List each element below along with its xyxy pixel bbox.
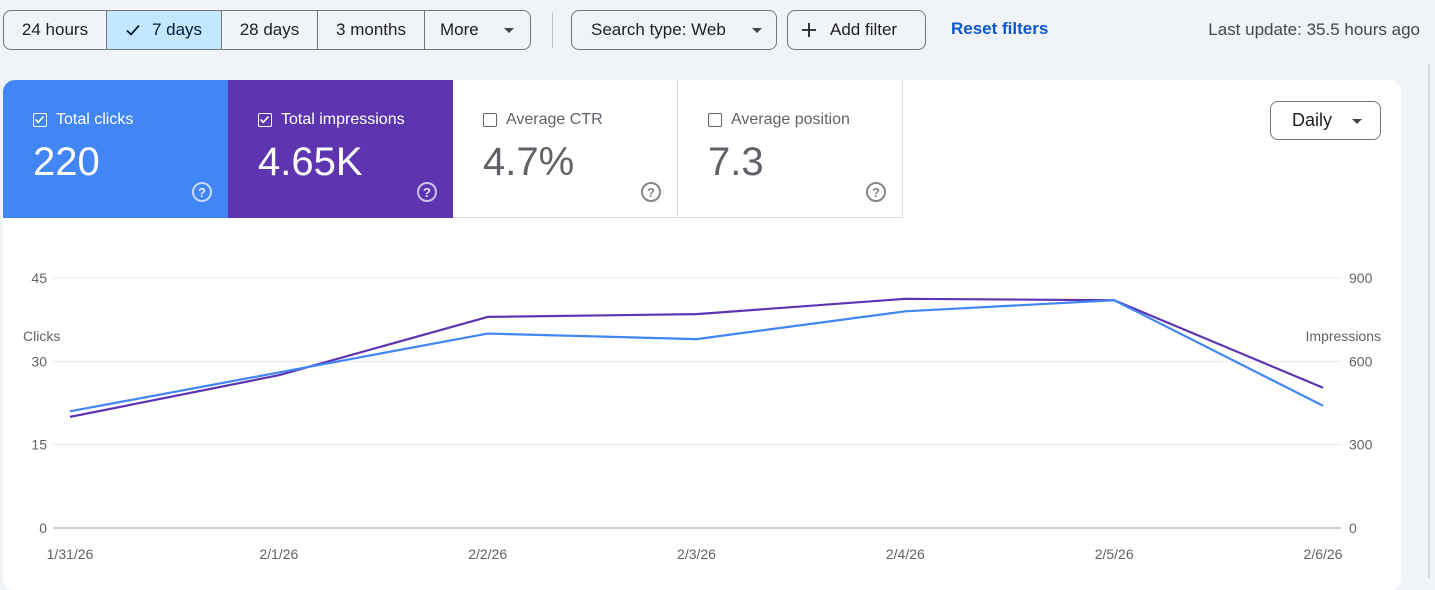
chevron-down-icon [752,28,762,33]
x-tick-label: 2/2/26 [468,546,507,562]
range-label: More [440,20,479,40]
range-label: 7 days [152,20,202,40]
series-line-total-impressions [70,299,1323,417]
metric-label-row: Average CTR [483,111,603,129]
metric-value: 4.65K [258,140,363,185]
last-update-text: Last update: 35.5 hours ago [1208,20,1420,40]
chevron-down-icon [504,28,514,33]
granularity-dropdown[interactable]: Daily [1270,101,1381,140]
y-right-tick-label: 0 [1349,520,1357,536]
add-filter-label: Add filter [830,20,897,40]
x-tick-label: 2/5/26 [1095,546,1134,562]
range-24-hours-button[interactable]: 24 hours [4,11,107,49]
x-tick-label: 1/31/26 [47,546,94,562]
range-7-days-button[interactable]: 7 days [107,11,222,49]
y-right-tick-label: 600 [1349,353,1373,369]
x-tick-label: 2/1/26 [259,546,298,562]
help-icon[interactable]: ? [641,182,661,202]
range-28-days-button[interactable]: 28 days [222,11,318,49]
range-label: 24 hours [22,20,88,40]
check-icon [126,23,140,37]
range-label: 3 months [336,20,406,40]
date-range-selector: 24 hours 7 days 28 days 3 months More [3,10,531,50]
metric-average-position[interactable]: Average position 7.3 ? [678,80,903,218]
checkbox-unchecked-icon[interactable] [708,113,722,127]
x-tick-label: 2/3/26 [677,546,716,562]
metric-value: 7.3 [708,140,764,185]
checkbox-checked-icon[interactable] [258,113,272,127]
y-left-tick-label: 45 [31,270,47,286]
metric-label-row: Total impressions [258,111,405,129]
metric-label-row: Average position [708,111,850,129]
toolbar-divider [552,12,553,48]
metric-value: 220 [33,140,100,185]
y-right-tick-label: 900 [1349,270,1373,286]
range-more-dropdown[interactable]: More [425,11,530,49]
plus-icon [800,21,818,39]
range-label: 28 days [240,20,300,40]
metric-label: Total impressions [281,111,405,129]
add-filter-button[interactable]: Add filter [787,10,926,50]
metric-value: 4.7% [483,140,574,185]
scrollbar[interactable] [1428,64,1430,578]
chevron-down-icon [1352,119,1362,124]
reset-filters-link[interactable]: Reset filters [951,19,1048,39]
y-right-tick-label: 300 [1349,437,1373,453]
metric-label: Average position [731,111,850,129]
metric-total-impressions[interactable]: Total impressions 4.65K ? [228,80,453,218]
series-line-total-clicks [70,300,1323,411]
metric-average-ctr[interactable]: Average CTR 4.7% ? [453,80,678,218]
help-icon[interactable]: ? [866,182,886,202]
metric-label-row: Total clicks [33,111,133,129]
range-3-months-button[interactable]: 3 months [318,11,425,49]
toolbar: 24 hours 7 days 28 days 3 months More Se… [0,0,1435,62]
search-type-label: Search type: Web [591,20,726,40]
checkbox-unchecked-icon[interactable] [483,113,497,127]
granularity-label: Daily [1292,110,1332,131]
metric-label: Average CTR [506,111,603,129]
performance-chart: Clicks Impressions 0 15 30 45 0 300 600 900 1/31… [3,218,1401,590]
y-left-tick-label: 0 [39,520,47,536]
performance-card: Total clicks 220 ? Total impressions 4.6… [3,80,1401,590]
help-icon[interactable]: ? [417,182,437,202]
y-left-tick-label: 15 [31,437,47,453]
metric-label: Total clicks [56,111,133,129]
help-icon[interactable]: ? [192,182,212,202]
metric-total-clicks[interactable]: Total clicks 220 ? [3,80,228,218]
y-left-tick-label: 30 [31,353,47,369]
y-right-axis-label: Impressions [1306,328,1381,344]
y-left-axis-label: Clicks [23,328,60,344]
x-tick-label: 2/4/26 [886,546,925,562]
x-tick-label: 2/6/26 [1304,546,1343,562]
checkbox-checked-icon[interactable] [33,113,47,127]
search-type-dropdown[interactable]: Search type: Web [571,10,777,50]
